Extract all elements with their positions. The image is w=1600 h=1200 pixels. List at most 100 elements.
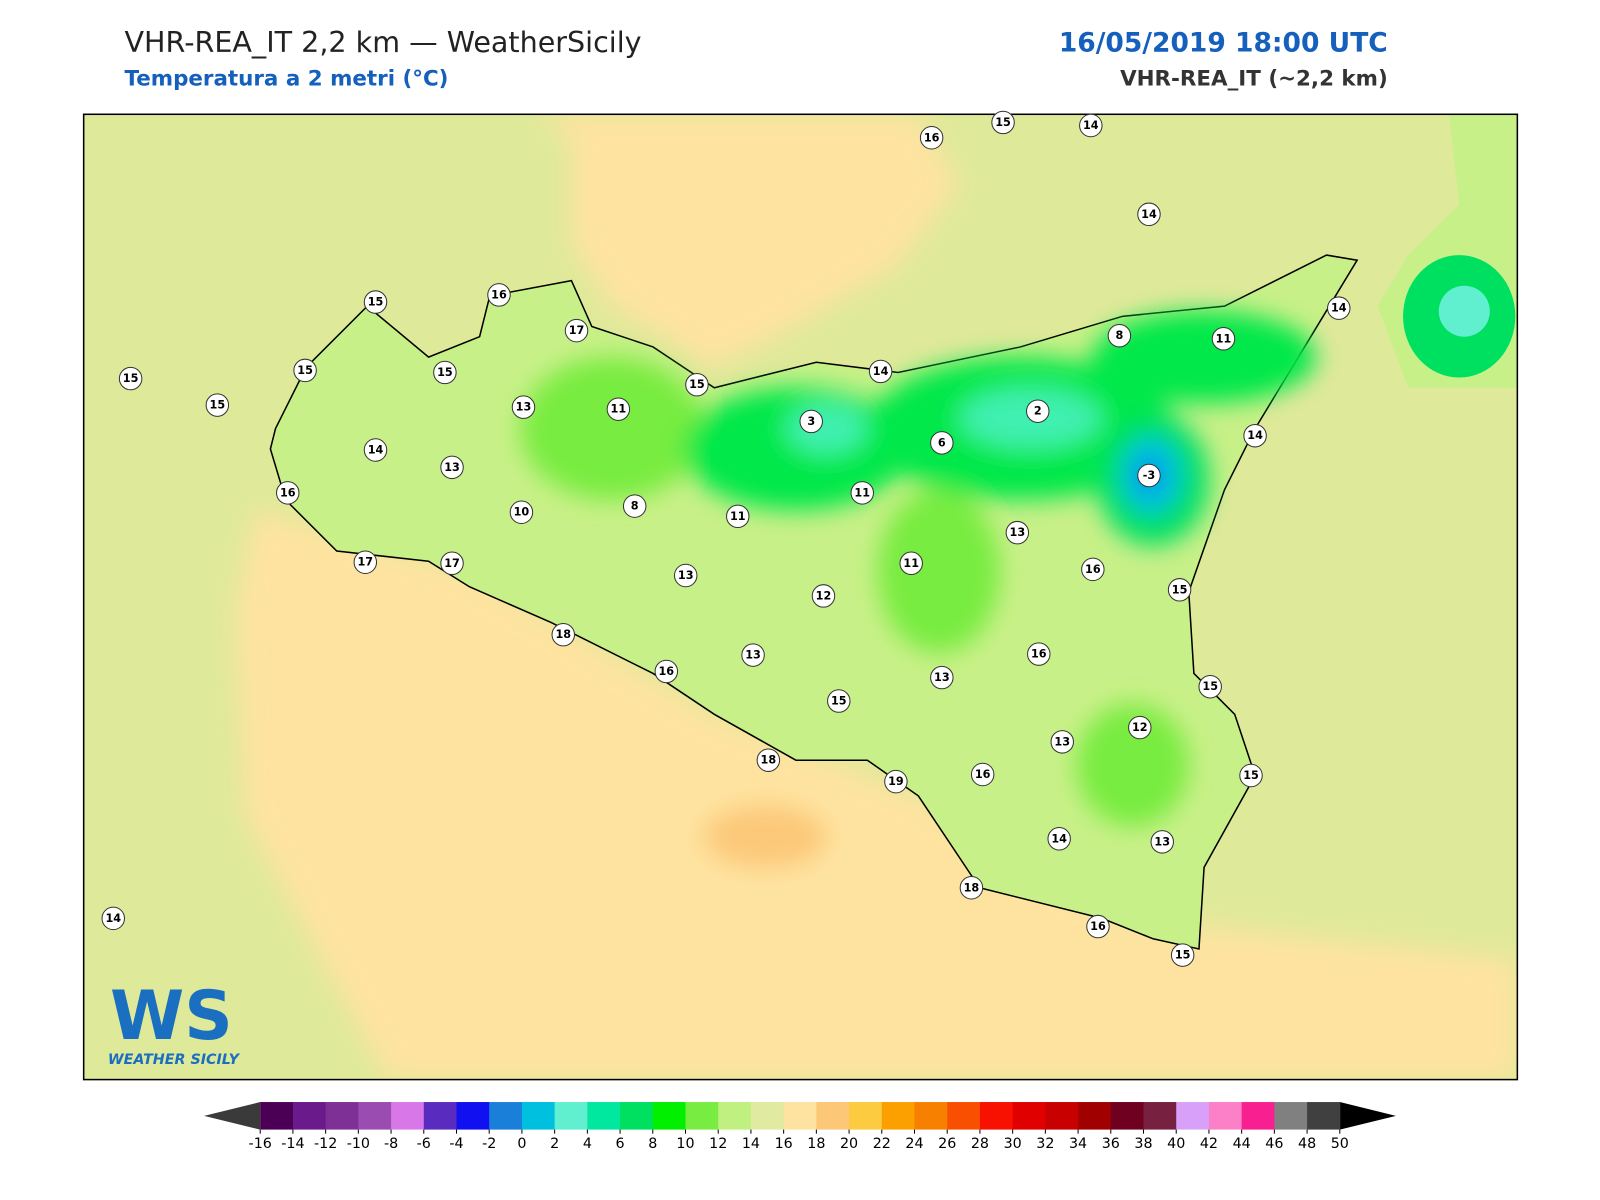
station-value: 15	[1172, 583, 1188, 596]
colorbar-swatch	[685, 1102, 719, 1130]
station-value: 13	[516, 401, 532, 414]
colorbar-swatch	[652, 1102, 687, 1130]
station-value: 13	[1054, 735, 1070, 748]
colorbar-tick-label: 24	[905, 1136, 923, 1152]
colorbar-tick-label: -4	[449, 1136, 463, 1152]
station-value: 17	[357, 556, 373, 569]
colorbar-swatch	[1307, 1102, 1341, 1130]
colorbar-swatch	[358, 1102, 392, 1130]
colorbar-swatch	[620, 1102, 654, 1130]
station-marker	[654, 659, 679, 684]
colorbar-swatch	[1241, 1102, 1275, 1130]
colorbar-swatch	[947, 1102, 981, 1130]
station-marker	[799, 409, 823, 434]
colorbar-tick-label: 10	[676, 1136, 694, 1152]
station-value: 16	[924, 131, 940, 144]
colorbar-tick-label: -16	[249, 1136, 272, 1152]
station-value: 14	[1083, 119, 1099, 132]
colorbar-tick-label: 0	[517, 1136, 526, 1152]
station-marker	[1150, 830, 1174, 854]
station-marker	[276, 481, 300, 505]
colorbar-swatch	[1176, 1102, 1210, 1130]
date: 16/05/2019 18:00 UTC	[1059, 27, 1388, 58]
station-marker	[511, 395, 536, 419]
station-marker	[1107, 323, 1132, 348]
colorbar-tick-label: 46	[1265, 1136, 1283, 1152]
station-marker	[1327, 296, 1351, 320]
colorbar-tick-label: 18	[807, 1136, 825, 1152]
station-marker	[811, 584, 836, 608]
station-marker	[756, 748, 781, 772]
colorbar-swatch	[1110, 1102, 1145, 1130]
station-value: 15	[689, 378, 705, 391]
colorbar-tick-label: -14	[281, 1136, 304, 1152]
station-value: 15	[1175, 949, 1191, 962]
station-value: 10	[514, 506, 530, 519]
station-value: 12	[1132, 721, 1148, 734]
colorbar-swatch	[1078, 1102, 1112, 1130]
station-value: 13	[444, 461, 460, 474]
subtitle: Temperatura a 2 metri (°C)	[124, 67, 448, 92]
station-value: 15	[210, 399, 226, 412]
colorbar-swatch	[1274, 1102, 1308, 1130]
colorbar-tick-label: 50	[1331, 1136, 1349, 1152]
station-marker	[930, 665, 954, 690]
colorbar-swatch	[1143, 1102, 1177, 1130]
colorbar-swatch	[914, 1102, 948, 1130]
colorbar-swatch	[849, 1102, 883, 1130]
station-marker	[919, 126, 944, 150]
colorbar: -16 -14 -12 -10 -8 -6 -4 -2 0 2 4 6 8 10 12 14 16 18 20 22 2…	[204, 1102, 1396, 1152]
station-value: 3	[807, 415, 815, 428]
station-marker	[1081, 557, 1105, 582]
title: VHR-REA_IT 2,2 km — WeatherSicily	[124, 25, 641, 59]
station-value: 14	[1141, 208, 1157, 221]
station-marker	[868, 359, 893, 384]
station-value: 16	[280, 486, 296, 499]
colorbar-tick-label: 48	[1298, 1136, 1316, 1152]
colorbar-swatch	[979, 1102, 1014, 1130]
logo-name: WEATHER SICILY	[108, 1052, 241, 1068]
station-marker	[622, 494, 647, 518]
colorbar-tick-label: 36	[1102, 1136, 1120, 1152]
station-marker	[741, 643, 765, 667]
station-marker	[884, 769, 908, 794]
station-value: 15	[1202, 680, 1218, 693]
colorbar-swatch	[456, 1102, 490, 1130]
station-marker	[551, 622, 575, 647]
station-value: 16	[975, 768, 991, 781]
station-marker	[1167, 578, 1192, 602]
colorbar-swatch	[816, 1102, 850, 1130]
station-value: 11	[903, 557, 919, 570]
colorbar-swatch	[1045, 1102, 1079, 1130]
colorbar-tick-label: 30	[1004, 1136, 1022, 1152]
colorbar-swatch	[260, 1102, 294, 1130]
station-marker	[1128, 715, 1152, 740]
station-value: 11	[854, 486, 870, 499]
station-marker	[1027, 642, 1051, 666]
station-marker	[991, 110, 1015, 135]
station-value: 16	[659, 665, 675, 678]
station-marker	[970, 762, 995, 787]
station-marker	[487, 283, 511, 307]
colorbar-swatch	[489, 1102, 523, 1130]
station-marker	[827, 689, 851, 713]
station-value: 6	[938, 436, 946, 449]
station-value: 17	[444, 557, 460, 570]
colorbar-swatch	[423, 1102, 458, 1130]
station-marker	[1211, 327, 1236, 351]
colorbar-swatch	[718, 1102, 752, 1130]
station-marker	[1079, 113, 1103, 138]
station-value: 14	[873, 365, 889, 378]
station-value: 2	[1034, 405, 1042, 418]
station-marker	[1243, 423, 1267, 448]
station-value: 13	[934, 671, 950, 684]
colorbar-swatch	[325, 1102, 359, 1130]
station-marker	[293, 358, 317, 383]
station-value: 13	[678, 569, 694, 582]
model: VHR-REA_IT (~2,2 km)	[1120, 67, 1388, 92]
colorbar-tick-label: 12	[709, 1136, 727, 1152]
colorbar-swatch	[587, 1102, 621, 1130]
station-marker	[673, 563, 698, 588]
station-value: 13	[745, 649, 761, 662]
